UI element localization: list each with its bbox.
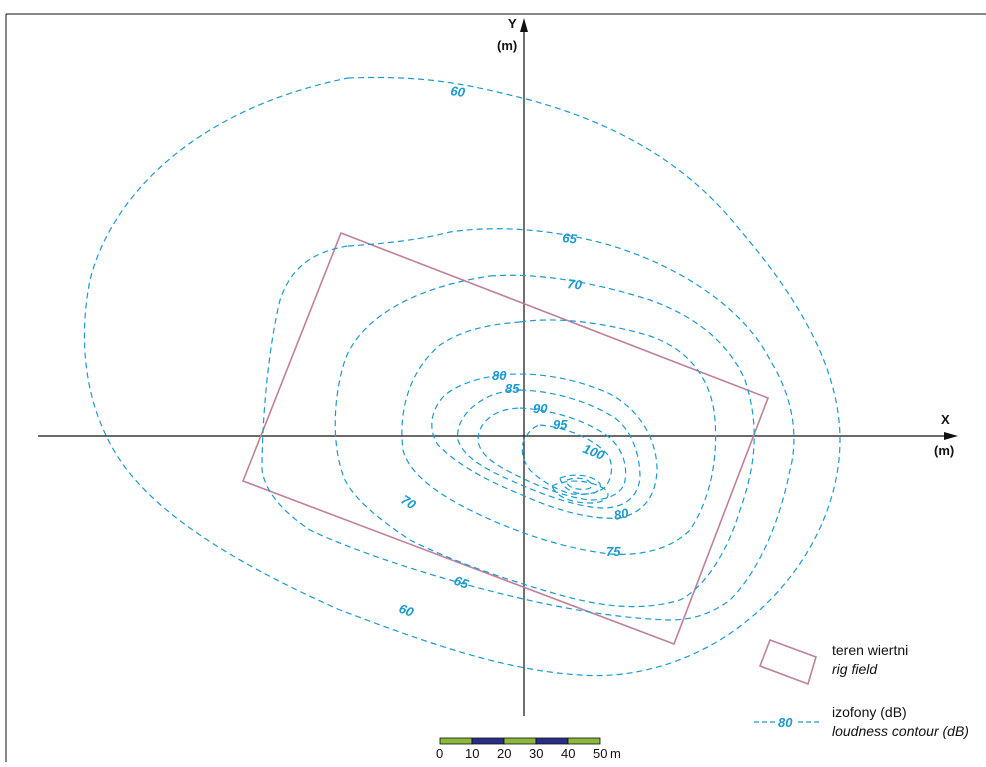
contour-85 bbox=[457, 389, 641, 509]
rig-field bbox=[241, 231, 770, 646]
contour-65 bbox=[261, 228, 795, 621]
legend-contour-sample: 80 bbox=[778, 715, 793, 730]
contour-70 bbox=[334, 274, 755, 608]
contour-label-60-top: 60 bbox=[450, 83, 467, 100]
contour-95 bbox=[521, 424, 613, 495]
scale-tick-30: 30 bbox=[529, 746, 543, 761]
y-axis-unit: (m) bbox=[497, 38, 517, 53]
scale-tick-0: 0 bbox=[436, 746, 443, 761]
scale-segment-1 bbox=[439, 737, 473, 745]
legend-contour-label-pl: izofony (dB) bbox=[832, 704, 907, 720]
scale-segment-5 bbox=[567, 737, 601, 745]
y-axis-arrow bbox=[520, 18, 528, 32]
contour-label-75: 75 bbox=[606, 544, 621, 559]
scale-segment-4 bbox=[535, 737, 569, 745]
contour-100-a bbox=[559, 474, 601, 495]
contour-80 bbox=[431, 373, 658, 519]
contour-label-70-left: 70 bbox=[398, 492, 419, 513]
contour-label-60-bottom: 60 bbox=[397, 601, 416, 620]
contour-labels: 60 60 65 65 70 70 75 80 80 85 90 95 100 bbox=[397, 83, 631, 620]
contour-label-100: 100 bbox=[581, 441, 607, 463]
contour-100-b bbox=[566, 477, 593, 490]
legend-contour-label-en: loudness contour (dB) bbox=[832, 723, 969, 739]
y-axis-label: Y bbox=[508, 16, 517, 31]
contour-label-70-right: 70 bbox=[567, 276, 584, 293]
x-axis-label: X bbox=[941, 412, 950, 427]
contour-75 bbox=[401, 319, 717, 555]
contour-90 bbox=[477, 407, 627, 501]
scale-tick-40: 40 bbox=[561, 746, 575, 761]
scale-tick-50: 50 bbox=[593, 746, 607, 761]
scale-bar: 0 10 20 30 40 50 m bbox=[436, 737, 621, 761]
legend-rig-swatch bbox=[758, 638, 817, 686]
legend-rig-label-en: rig field bbox=[832, 661, 878, 677]
scale-tick-10: 10 bbox=[465, 746, 479, 761]
x-axis-arrow bbox=[944, 432, 958, 440]
scale-segment-2 bbox=[471, 737, 505, 745]
contour-60 bbox=[83, 76, 841, 677]
contour-label-65-bottom: 65 bbox=[452, 573, 471, 592]
legend-rig-label-pl: teren wiertni bbox=[832, 642, 908, 658]
scale-tick-20: 20 bbox=[497, 746, 511, 761]
contour-label-95: 95 bbox=[553, 417, 568, 432]
contour-label-85: 85 bbox=[505, 381, 520, 396]
scale-segment-3 bbox=[503, 737, 537, 745]
contour-label-80-bottom: 80 bbox=[613, 505, 631, 523]
contour-label-90: 90 bbox=[533, 401, 548, 416]
x-axis-unit: (m) bbox=[934, 443, 954, 458]
legend: teren wiertni rig field 80 izofony (dB) … bbox=[754, 638, 969, 739]
scale-unit: m bbox=[610, 746, 621, 761]
contour-label-80-top: 80 bbox=[492, 368, 507, 383]
contour-label-65-top: 65 bbox=[562, 230, 579, 247]
